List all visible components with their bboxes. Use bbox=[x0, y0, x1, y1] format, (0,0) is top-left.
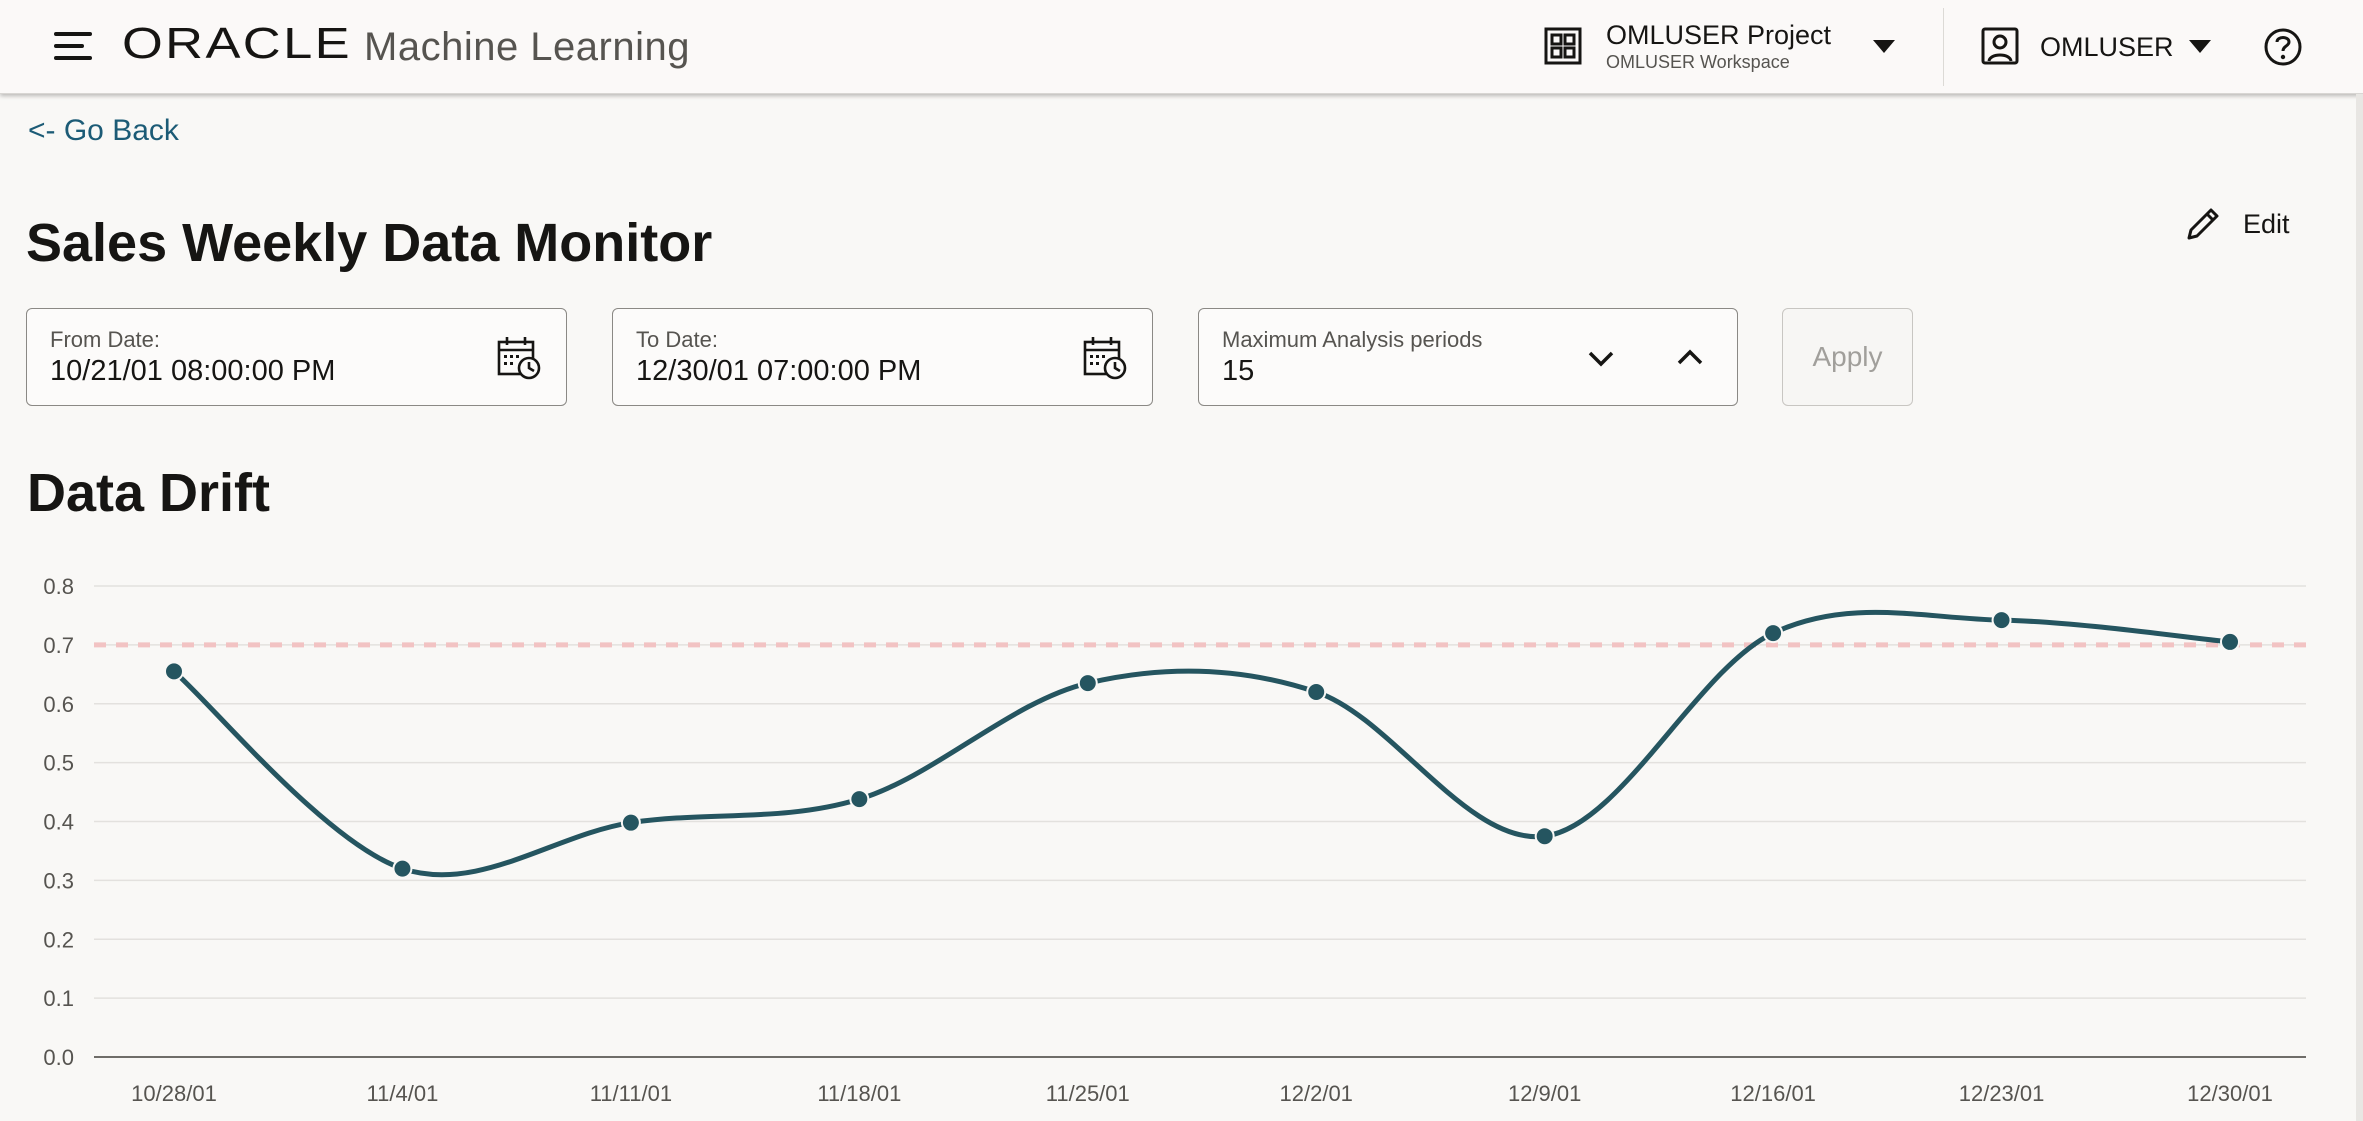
x-tick-label: 11/25/01 bbox=[1046, 1081, 1130, 1106]
from-date-field[interactable]: From Date: 10/21/01 08:00:00 PM bbox=[26, 308, 567, 406]
app-header: ORACLE Machine Learning OMLUSER Project … bbox=[0, 0, 2363, 94]
decrement-chevron-down-icon[interactable] bbox=[1586, 347, 1616, 369]
y-tick-label: 0.6 bbox=[43, 692, 74, 717]
drift-data-point[interactable] bbox=[1991, 610, 2012, 631]
from-date-label: From Date: bbox=[50, 327, 161, 352]
page-title: Sales Weekly Data Monitor bbox=[26, 213, 713, 273]
x-tick-label: 10/28/01 bbox=[131, 1081, 217, 1106]
svg-text:ORACLE: ORACLE bbox=[122, 22, 352, 64]
user-chevron-down-icon[interactable] bbox=[2189, 40, 2211, 53]
max-analysis-periods-field[interactable]: Maximum Analysis periods 15 bbox=[1198, 308, 1738, 406]
x-tick-label: 12/2/01 bbox=[1280, 1081, 1353, 1106]
drift-data-point[interactable] bbox=[1763, 623, 1784, 644]
workspace-name: OMLUSER Workspace bbox=[1606, 52, 1790, 72]
app-name: Machine Learning bbox=[364, 25, 690, 69]
max-analysis-periods-value[interactable]: 15 bbox=[1222, 355, 1255, 387]
edit-button[interactable]: Edit bbox=[2183, 199, 2290, 249]
user-name[interactable]: OMLUSER bbox=[2040, 32, 2174, 62]
oracle-logo: ORACLE bbox=[122, 22, 352, 64]
increment-chevron-up-icon[interactable] bbox=[1675, 347, 1705, 369]
x-tick-label: 12/23/01 bbox=[1959, 1081, 2045, 1106]
y-tick-label: 0.7 bbox=[43, 633, 74, 658]
x-tick-label: 11/18/01 bbox=[817, 1081, 901, 1106]
hamburger-menu-icon[interactable] bbox=[50, 28, 96, 64]
page-scrollbar[interactable] bbox=[2356, 94, 2363, 1121]
x-tick-label: 12/30/01 bbox=[2187, 1081, 2273, 1106]
y-tick-label: 0.5 bbox=[43, 751, 74, 776]
from-date-value[interactable]: 10/21/01 08:00:00 PM bbox=[50, 355, 336, 387]
drift-series-line bbox=[172, 609, 2231, 878]
x-tick-label: 12/16/01 bbox=[1730, 1081, 1816, 1106]
drift-data-point[interactable] bbox=[164, 661, 184, 682]
calendar-clock-icon[interactable] bbox=[496, 335, 542, 381]
y-tick-label: 0.0 bbox=[43, 1045, 74, 1070]
help-icon[interactable] bbox=[2263, 27, 2303, 67]
drift-data-point[interactable] bbox=[620, 812, 641, 833]
drift-data-point[interactable] bbox=[849, 789, 870, 810]
data-drift-title: Data Drift bbox=[27, 463, 271, 523]
y-tick-label: 0.1 bbox=[43, 986, 74, 1011]
user-avatar-icon[interactable] bbox=[1980, 26, 2020, 66]
go-back-link[interactable]: <- Go Back bbox=[28, 114, 179, 147]
x-tick-label: 12/9/01 bbox=[1508, 1081, 1581, 1106]
apply-button[interactable]: Apply bbox=[1782, 308, 1913, 406]
calendar-clock-icon[interactable] bbox=[1082, 335, 1128, 381]
to-date-label: To Date: bbox=[636, 327, 718, 352]
drift-data-point[interactable] bbox=[1534, 826, 1555, 847]
y-tick-label: 0.8 bbox=[43, 574, 74, 599]
header-divider bbox=[1943, 8, 1944, 86]
drift-data-point[interactable] bbox=[392, 858, 413, 879]
y-tick-label: 0.4 bbox=[43, 810, 74, 835]
project-name[interactable]: OMLUSER Project bbox=[1606, 20, 1832, 50]
data-drift-chart: 0.0 0.1 0.2 0.3 0.4 0.5 0.6 0.7 0.8 10/28/01 11/4/… bbox=[43, 574, 2306, 1106]
drift-data-point[interactable] bbox=[1306, 681, 1327, 702]
max-analysis-periods-label: Maximum Analysis periods bbox=[1222, 327, 1483, 352]
x-tick-label: 11/11/01 bbox=[590, 1081, 672, 1106]
edit-label: Edit bbox=[2243, 208, 2290, 239]
to-date-field[interactable]: To Date: 12/30/01 07:00:00 PM bbox=[612, 308, 1153, 406]
to-date-value[interactable]: 12/30/01 07:00:00 PM bbox=[636, 355, 922, 387]
y-tick-label: 0.2 bbox=[43, 927, 74, 952]
project-grid-icon[interactable] bbox=[1543, 26, 1583, 66]
y-tick-label: 0.3 bbox=[43, 868, 74, 893]
project-chevron-down-icon[interactable] bbox=[1873, 40, 1895, 53]
drift-data-point[interactable] bbox=[2220, 631, 2240, 652]
drift-data-point[interactable] bbox=[1077, 673, 1098, 694]
pencil-icon bbox=[2187, 208, 2219, 240]
x-tick-label: 11/4/01 bbox=[367, 1081, 439, 1106]
